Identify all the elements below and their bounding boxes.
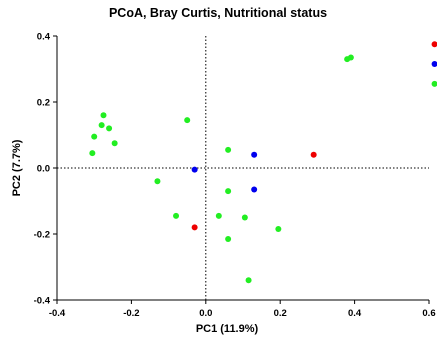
data-point bbox=[431, 80, 437, 87]
data-point bbox=[310, 151, 317, 158]
x-tick-label: 0.2 bbox=[274, 308, 287, 319]
x-tick-label: 0.0 bbox=[199, 308, 212, 319]
y-axis-ticks: -0.4 -0.2 0.0 0.2 0.4 bbox=[34, 32, 57, 307]
x-tick-label: 0.6 bbox=[422, 308, 435, 319]
data-point bbox=[225, 146, 232, 153]
x-axis-label: PC1 (11.9%) bbox=[196, 323, 259, 335]
data-point bbox=[241, 214, 248, 221]
y-tick-label: 0.2 bbox=[37, 98, 50, 109]
data-point bbox=[225, 188, 232, 195]
data-point bbox=[91, 133, 98, 140]
data-point bbox=[215, 212, 222, 219]
data-point bbox=[431, 41, 437, 48]
data-point bbox=[184, 117, 191, 124]
y-tick-label: 0.0 bbox=[37, 164, 50, 175]
y-tick-label: -0.4 bbox=[34, 296, 51, 307]
data-point bbox=[245, 277, 252, 284]
data-point bbox=[347, 54, 354, 61]
x-tick-label: -0.2 bbox=[123, 308, 139, 319]
chart-title: PCoA, Bray Curtis, Nutritional status bbox=[109, 6, 327, 20]
x-axis-ticks: -0.4 -0.2 0.0 0.2 0.4 0.6 bbox=[49, 300, 436, 319]
data-point bbox=[191, 224, 198, 231]
data-point bbox=[98, 122, 105, 129]
data-points bbox=[89, 41, 437, 284]
data-point bbox=[89, 150, 96, 157]
y-axis-label: PC2 (7.7%) bbox=[11, 139, 23, 196]
data-point bbox=[251, 151, 258, 158]
reference-lines bbox=[57, 36, 429, 300]
x-tick-label: -0.4 bbox=[49, 308, 66, 319]
y-tick-label: -0.2 bbox=[34, 230, 50, 241]
data-point bbox=[106, 125, 113, 132]
y-tick-label: 0.4 bbox=[37, 32, 51, 43]
data-point bbox=[100, 112, 107, 119]
data-point bbox=[154, 178, 161, 185]
data-point bbox=[275, 226, 282, 233]
data-point bbox=[225, 235, 232, 242]
data-point bbox=[431, 61, 437, 68]
data-point bbox=[111, 140, 118, 147]
x-tick-label: 0.4 bbox=[348, 308, 362, 319]
data-point bbox=[173, 212, 180, 219]
data-point bbox=[251, 186, 258, 193]
data-point bbox=[191, 166, 198, 173]
